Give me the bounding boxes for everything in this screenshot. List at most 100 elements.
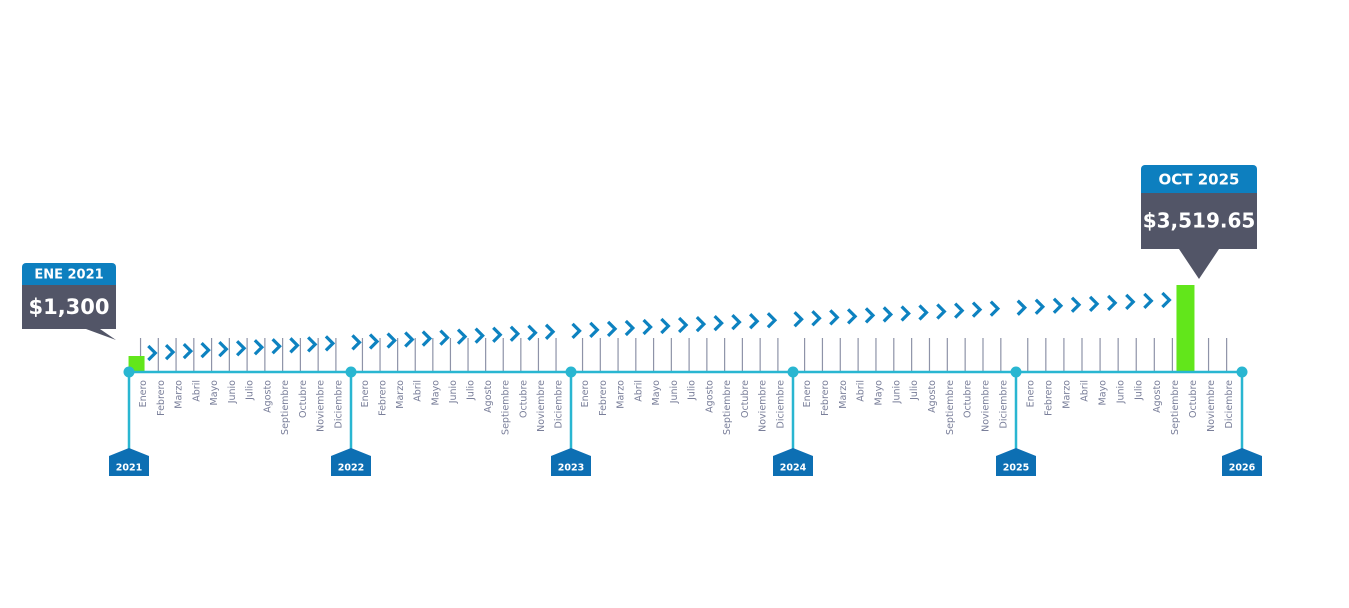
month-label: Junio bbox=[448, 380, 459, 404]
trend-chevron bbox=[271, 338, 282, 355]
trend-chevron bbox=[989, 300, 1001, 317]
month-label: Abril bbox=[633, 380, 644, 402]
month-label: Septiembre bbox=[945, 380, 956, 435]
trend-chevron bbox=[900, 305, 911, 322]
trend-chevron bbox=[918, 304, 929, 321]
trend-chevron bbox=[1034, 298, 1046, 315]
month-label: Julio bbox=[1134, 380, 1145, 401]
trend-chevron bbox=[954, 302, 965, 319]
month-label: Diciembre bbox=[775, 380, 786, 429]
month-label: Octubre bbox=[963, 380, 974, 418]
trend-chevron bbox=[235, 340, 247, 357]
trend-chevron bbox=[439, 329, 450, 346]
trend-chevron bbox=[971, 301, 983, 318]
month-label: Mayo bbox=[430, 380, 441, 406]
month-ticks bbox=[139, 338, 1228, 372]
month-label: Mayo bbox=[873, 380, 884, 406]
month-label: Agosto bbox=[1152, 380, 1163, 413]
month-label: Noviembre bbox=[1206, 380, 1217, 432]
month-label: Diciembre bbox=[998, 380, 1009, 429]
trend-chevron bbox=[677, 316, 689, 334]
trend-chevron bbox=[1070, 296, 1082, 313]
value-bars bbox=[128, 285, 1195, 372]
year-label: 2021 bbox=[116, 463, 142, 474]
year-badge bbox=[996, 448, 1036, 476]
month-label: Julio bbox=[466, 380, 477, 401]
month-label: Agosto bbox=[483, 380, 494, 413]
month-label: Marzo bbox=[616, 380, 627, 409]
callout-header-fill bbox=[1141, 189, 1257, 193]
year-label: 2026 bbox=[1229, 463, 1256, 474]
trend-chevron bbox=[829, 309, 840, 326]
callout: OCT 2025 $3,519.65 bbox=[1141, 165, 1257, 279]
trend-chevron bbox=[147, 344, 158, 362]
trend-chevron bbox=[864, 307, 876, 324]
trend-chevron bbox=[386, 332, 397, 349]
month-label: Enero bbox=[1025, 380, 1036, 408]
callout-body bbox=[1141, 193, 1257, 279]
month-label: Julio bbox=[687, 380, 698, 401]
month-label: Mayo bbox=[651, 380, 662, 406]
month-label: Mayo bbox=[1098, 380, 1109, 406]
month-label: Abril bbox=[191, 380, 202, 402]
year-badge bbox=[1222, 448, 1262, 476]
trend-chevron bbox=[1016, 299, 1028, 316]
month-label: Septiembre bbox=[722, 380, 733, 435]
month-label: Septiembre bbox=[280, 380, 291, 435]
trend-chevrons bbox=[147, 290, 1190, 362]
month-label: Abril bbox=[413, 380, 424, 402]
trend-chevron bbox=[1052, 297, 1064, 314]
trend-chevron bbox=[253, 339, 265, 356]
trend-chevron bbox=[182, 342, 194, 360]
trend-chevron bbox=[509, 325, 521, 342]
year-badge bbox=[551, 448, 591, 476]
month-label: Junio bbox=[669, 380, 680, 404]
trend-chevron bbox=[324, 335, 336, 352]
month-label: Abril bbox=[1079, 380, 1090, 402]
month-label: Junio bbox=[1116, 380, 1127, 404]
trend-chevron bbox=[882, 306, 894, 323]
trend-chevron bbox=[351, 334, 362, 351]
year-label: 2022 bbox=[338, 463, 364, 474]
month-label: Octubre bbox=[1188, 380, 1199, 418]
month-label: Noviembre bbox=[536, 380, 547, 432]
year-label: 2023 bbox=[558, 463, 584, 474]
trend-chevron bbox=[606, 320, 618, 338]
trend-chevron bbox=[307, 336, 318, 353]
month-label: Diciembre bbox=[1224, 380, 1235, 429]
month-label: Octubre bbox=[298, 380, 309, 418]
trend-chevron bbox=[368, 333, 380, 350]
callout-body bbox=[22, 285, 116, 340]
month-label: Febrero bbox=[378, 380, 389, 416]
trend-chevron bbox=[218, 341, 229, 358]
trend-chevron bbox=[811, 310, 822, 327]
month-label: Enero bbox=[802, 380, 813, 408]
trend-chevron bbox=[200, 342, 211, 359]
month-label: Junio bbox=[891, 380, 902, 404]
trend-chevron bbox=[164, 343, 176, 361]
year-badge bbox=[331, 448, 371, 476]
trend-chevron bbox=[1107, 294, 1118, 311]
month-label: Agosto bbox=[704, 380, 715, 413]
trend-chevron bbox=[1088, 295, 1100, 312]
month-label: Abril bbox=[856, 380, 867, 402]
year-badge bbox=[109, 448, 149, 476]
trend-chevron bbox=[731, 314, 742, 331]
month-label: Julio bbox=[245, 380, 256, 401]
month-label: Noviembre bbox=[316, 380, 327, 432]
month-label: Agosto bbox=[262, 380, 273, 413]
month-label: Septiembre bbox=[501, 380, 512, 435]
month-label: Julio bbox=[909, 380, 920, 401]
month-label: Octubre bbox=[518, 380, 529, 418]
trend-chevron bbox=[456, 328, 468, 345]
trend-chevron bbox=[289, 337, 300, 354]
month-label: Febrero bbox=[1043, 380, 1054, 416]
callout-header bbox=[22, 263, 116, 285]
month-label: Septiembre bbox=[1170, 380, 1181, 435]
callout-date: ENE 2021 bbox=[34, 268, 103, 283]
callout-header bbox=[1141, 165, 1257, 193]
month-label: Diciembre bbox=[554, 380, 565, 429]
trend-chevron bbox=[1143, 292, 1154, 310]
callout-header-fill bbox=[22, 281, 116, 285]
